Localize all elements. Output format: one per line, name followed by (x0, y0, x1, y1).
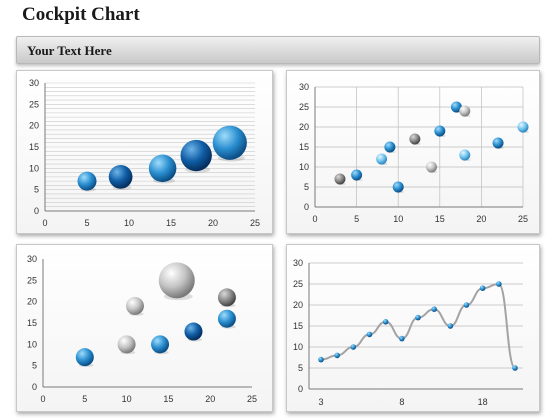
y-tick-label: 15 (29, 142, 39, 152)
data-point (351, 169, 363, 181)
x-tick-label: 15 (163, 394, 173, 404)
y-tick-label: 5 (34, 185, 39, 195)
y-tick-label: 25 (29, 99, 39, 109)
y-tick-label: 10 (29, 163, 39, 173)
data-point (212, 125, 247, 160)
data-point (350, 344, 357, 350)
data-point (382, 319, 389, 325)
data-point (217, 309, 236, 328)
data-point (108, 164, 133, 189)
data-point (459, 149, 471, 161)
data-point (117, 335, 136, 354)
data-point (334, 173, 346, 185)
x-tick-label: 18 (478, 397, 488, 407)
data-point (479, 285, 486, 291)
x-tick-label: 10 (393, 214, 403, 224)
x-tick-label: 20 (208, 218, 218, 228)
y-tick-label: 30 (299, 82, 309, 92)
data-point (334, 352, 340, 359)
y-tick-label: 20 (29, 121, 39, 131)
banner-text: Your Text Here (27, 43, 112, 58)
data-point (399, 335, 405, 342)
bubble-chart-panel: 0 5 10 15 20 25 30 0 5 10 15 20 25 (16, 70, 273, 234)
line-chart: 0 5 10 15 20 25 30 3 8 18 (293, 258, 523, 407)
x-tick-label: 10 (124, 218, 134, 228)
x-tick-label: 3 (318, 397, 323, 407)
x-tick-label: 5 (354, 214, 359, 224)
x-tick-label: 5 (82, 394, 87, 404)
y-tick-label: 25 (293, 279, 303, 289)
y-tick-label: 0 (304, 202, 309, 212)
data-point (447, 323, 454, 329)
page-title: Cockpit Chart (22, 4, 140, 25)
data-point (180, 139, 212, 172)
scatter-chart: 0 5 10 15 20 25 30 0 5 10 15 20 25 (299, 82, 529, 224)
x-tick-label: 0 (312, 214, 317, 224)
x-tick-label: 5 (84, 218, 89, 228)
data-point (512, 365, 518, 371)
y-tick-label: 5 (304, 182, 309, 192)
y-tick-label: 0 (298, 384, 303, 394)
y-tick-label: 20 (293, 300, 303, 310)
y-tick-label: 5 (298, 363, 303, 373)
x-tick-label: 15 (435, 214, 445, 224)
y-tick-label: 10 (293, 342, 303, 352)
y-tick-label: 0 (32, 382, 37, 392)
sphere-chart-panel: 0 5 10 15 20 25 30 0 5 10 15 20 25 (16, 244, 273, 412)
data-point (459, 105, 471, 117)
y-tick-label: 25 (299, 102, 309, 112)
x-tick-label: 25 (518, 214, 528, 224)
bubble-chart: 0 5 10 15 20 25 30 0 5 10 15 20 25 (29, 78, 260, 228)
y-tick-label: 20 (27, 297, 37, 307)
y-tick-label: 30 (293, 258, 303, 268)
y-tick-label: 30 (27, 254, 37, 264)
x-tick-label: 25 (250, 218, 260, 228)
y-tick-label: 25 (27, 275, 37, 285)
data-point (463, 302, 470, 308)
data-point (75, 348, 94, 367)
y-tick-label: 15 (299, 142, 309, 152)
data-point (431, 306, 437, 312)
x-tick-label: 0 (42, 218, 47, 228)
y-tick-label: 10 (299, 162, 309, 172)
data-point (158, 262, 195, 299)
data-point (517, 121, 529, 133)
y-tick-label: 0 (34, 206, 39, 216)
data-point (409, 133, 421, 145)
scatter-chart-panel: 0 5 10 15 20 25 30 0 5 10 15 20 25 (286, 70, 540, 234)
y-tick-label: 15 (27, 318, 37, 328)
x-tick-label: 0 (40, 394, 45, 404)
data-point (425, 161, 437, 173)
data-point (450, 101, 462, 113)
sphere-chart: 0 5 10 15 20 25 30 0 5 10 15 20 25 (27, 254, 257, 404)
y-tick-label: 30 (29, 78, 39, 88)
line-chart-panel: 0 5 10 15 20 25 30 3 8 18 (286, 244, 540, 412)
x-tick-label: 8 (399, 397, 404, 407)
x-tick-label: 20 (476, 214, 486, 224)
data-point (318, 356, 324, 363)
data-point (151, 335, 170, 354)
data-point (415, 314, 421, 321)
data-point (217, 288, 236, 307)
y-tick-label: 10 (27, 339, 37, 349)
data-point (184, 322, 203, 341)
y-tick-label: 20 (299, 122, 309, 132)
data-point (384, 141, 396, 153)
x-tick-label: 20 (205, 394, 215, 404)
y-tick-label: 5 (32, 361, 37, 371)
data-point (392, 181, 404, 193)
data-point (366, 331, 373, 338)
data-point (492, 137, 504, 149)
x-tick-label: 25 (247, 394, 257, 404)
data-point (148, 154, 177, 183)
x-tick-label: 15 (166, 218, 176, 228)
y-tick-label: 15 (293, 321, 303, 331)
data-point (434, 125, 446, 137)
data-point (125, 296, 144, 315)
x-tick-label: 10 (122, 394, 132, 404)
text-banner: Your Text Here (16, 36, 540, 64)
data-point (376, 153, 388, 165)
data-point (77, 171, 97, 191)
data-point (496, 281, 502, 287)
